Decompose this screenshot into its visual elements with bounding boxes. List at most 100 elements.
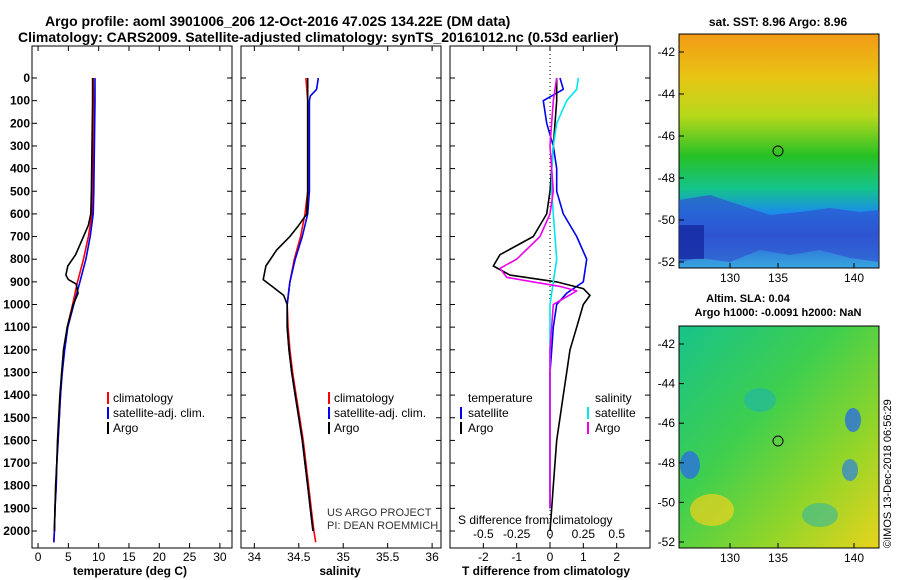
ytick-label: 1200 — [3, 343, 30, 357]
map-ytick-label: -52 — [658, 535, 676, 549]
salinity-xtick-label: 34.5 — [287, 550, 311, 564]
difference-series-s-argo — [499, 77, 578, 509]
temperature-xtick-label: 30 — [213, 550, 227, 564]
difference-panel: -2 -1 0 1 2 -0.5 -0.25 0 0.25 0.5 — [449, 45, 651, 564]
difference-xlabel: T difference from climatology — [462, 564, 630, 578]
map-xtick-label: 135 — [768, 551, 788, 565]
legend-s-satellite: satellite — [595, 406, 636, 420]
temperature-frame — [31, 45, 233, 549]
ytick-label: 2000 — [3, 524, 30, 538]
difference-series-t-argo — [492, 78, 591, 532]
legend-argo: Argo — [334, 421, 360, 435]
ytick-label: 1600 — [3, 433, 30, 447]
difference-xtick-label: 2 — [613, 550, 620, 564]
salinity-series-climatology — [286, 77, 317, 543]
salinity-xtick-label: 35.5 — [376, 550, 400, 564]
map-xtick-label: 130 — [720, 551, 740, 565]
legend-t-satellite: satellite — [468, 406, 509, 420]
legend-t-argo: Argo — [468, 421, 494, 435]
temperature-xtick-label: 5 — [65, 550, 72, 564]
sla-yellow-blob — [690, 494, 734, 526]
temperature-xtick-label: 20 — [153, 550, 167, 564]
temperature-legend: climatology satellite-adj. clim. Argo — [107, 391, 205, 435]
ytick-label: 700 — [10, 230, 30, 244]
legend-s-argo: Argo — [595, 421, 621, 435]
header-line1: Argo profile: aoml 3901006_206 12-Oct-20… — [45, 13, 510, 29]
map-xtick-label: 140 — [844, 551, 864, 565]
ytick-label: 1400 — [3, 388, 30, 402]
sla-map-title2: Argo h1000: -0.0091 h2000: NaN — [695, 307, 862, 319]
sst-map-title: sat. SST: 8.96 Argo: 8.96 — [709, 15, 848, 29]
map-xtick-label: 135 — [768, 271, 788, 285]
salinity-series-argo — [262, 78, 314, 532]
ytick-label: 1700 — [3, 456, 30, 470]
ytick-label: 1500 — [3, 411, 30, 425]
credit-text: US ARGO PROJECT — [327, 507, 432, 519]
sst-blue-patch — [679, 195, 879, 262]
temperature-series-satellite-adj-clim- — [53, 78, 96, 543]
s-tick-label: 0.25 — [572, 527, 596, 541]
sla-map-title1: Altim. SLA: 0.04 — [706, 293, 791, 305]
legend-climatology: climatology — [113, 391, 173, 405]
temperature-xtick-label: 25 — [183, 550, 197, 564]
salinity-xlabel: salinity — [319, 564, 361, 578]
ytick-label: 1100 — [4, 320, 30, 334]
ytick-label: 600 — [10, 207, 30, 221]
temperature-panel: 0 100 200 300 400 500 600 700 800 900 1000 1100 1200… — [3, 45, 233, 564]
sla-argo-position — [772, 435, 784, 447]
salinity-xtick-label: 35 — [337, 550, 351, 564]
legend-argo: Argo — [113, 421, 139, 435]
ytick-label: 800 — [10, 252, 30, 266]
sla-blue-blob — [680, 451, 700, 479]
temperature-series-argo — [53, 78, 94, 532]
map-xtick-label: 130 — [720, 271, 740, 285]
ytick-label: 100 — [10, 94, 30, 108]
ytick-label: 1900 — [3, 501, 30, 515]
difference-xtick-label: 0 — [547, 550, 554, 564]
temperature-series-climatology — [53, 77, 95, 543]
s-tick-label: 0 — [547, 527, 554, 541]
sla-cyan-blob — [802, 503, 838, 527]
s-tick-label: -0.25 — [503, 527, 531, 541]
difference-legend: temperature satellite Argo salinity sate… — [458, 391, 636, 527]
temperature-xlabel: temperature (deg C) — [73, 564, 187, 578]
map-ytick-label: -48 — [658, 171, 676, 185]
s-tick-label: -0.5 — [473, 527, 494, 541]
map-ytick-label: -42 — [658, 45, 676, 59]
s-tick-label: 0.5 — [608, 527, 625, 541]
salinity-series-satellite-adj-clim- — [286, 77, 320, 532]
ytick-label: 300 — [10, 139, 30, 153]
difference-xtick-label: -2 — [478, 550, 489, 564]
salinity-panel: 34 34.5 35 35.5 36 — [240, 45, 442, 564]
salinity-xtick-label: 34 — [248, 550, 262, 564]
legend-salinity-title: salinity — [595, 391, 632, 405]
map-ytick-label: -46 — [658, 129, 676, 143]
temperature-xtick-label: 10 — [92, 550, 106, 564]
sst-dark-patch — [679, 225, 704, 259]
ytick-label: 1800 — [3, 479, 30, 493]
sst-argo-position — [772, 145, 784, 157]
ytick-label: 900 — [10, 275, 30, 289]
map-ytick-label: -48 — [658, 456, 676, 470]
ytick-label: 400 — [10, 162, 30, 176]
map-ytick-label: -42 — [658, 337, 676, 351]
ytick-label: 500 — [10, 184, 30, 198]
map-ytick-label: -50 — [658, 213, 676, 227]
salinity-legend: climatology satellite-adj. clim. Argo US… — [327, 391, 438, 532]
legend-climatology: climatology — [334, 391, 394, 405]
map-ytick-label: -44 — [658, 87, 676, 101]
sla-blue-blob — [845, 408, 861, 432]
legend-temperature-title: temperature — [468, 391, 533, 405]
map-ytick-label: -52 — [658, 255, 676, 269]
map-ytick-label: -44 — [658, 377, 676, 391]
difference-xtick-label: 1 — [580, 550, 587, 564]
difference-xtick-label: -1 — [511, 550, 522, 564]
header-line2: Climatology: CARS2009. Satellite-adjuste… — [18, 29, 619, 45]
legend-satellite: satellite-adj. clim. — [334, 406, 426, 420]
ytick-label: 1000 — [3, 298, 30, 312]
salinity-frame — [240, 45, 442, 549]
ytick-label: 0 — [23, 71, 30, 85]
ytick-label: 200 — [10, 116, 30, 130]
map-ytick-label: -50 — [658, 495, 676, 509]
